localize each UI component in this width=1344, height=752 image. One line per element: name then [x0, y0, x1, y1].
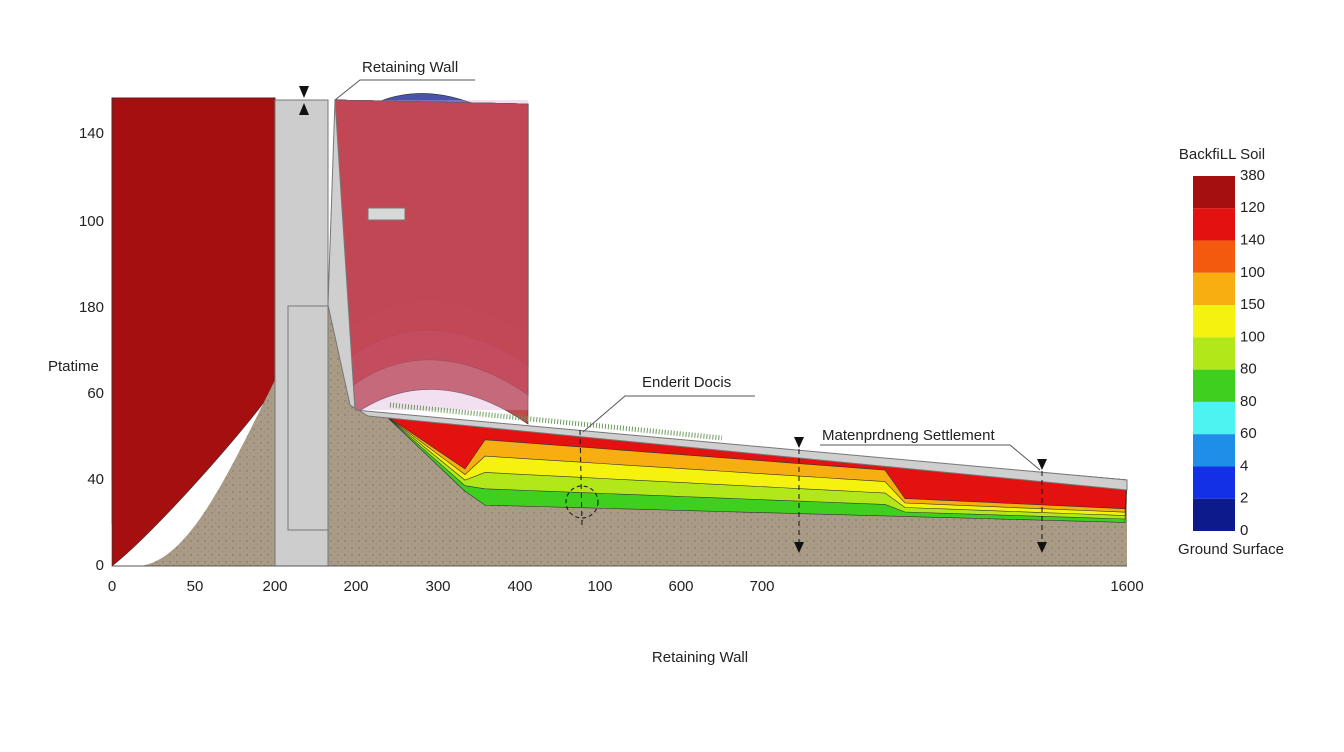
colorbar-label: 2: [1240, 490, 1248, 507]
x-tick-label: 300: [425, 578, 450, 595]
x-tick-label: 200: [343, 578, 368, 595]
arrow: [299, 86, 309, 98]
colorbar-label: 80: [1240, 393, 1257, 410]
colorbar-label: 140: [1240, 232, 1265, 249]
block: [367, 207, 406, 221]
leader: [582, 395, 755, 433]
annotation: Enderit Docis: [642, 374, 731, 391]
leader: [820, 444, 1041, 471]
colorbar-label: 4: [1240, 457, 1248, 474]
colorbar-label: 380: [1240, 167, 1265, 184]
settlement-line: [579, 429, 583, 526]
colorbar-swatch: [1193, 176, 1235, 209]
arrow: [299, 103, 309, 115]
colorbar-label: 150: [1240, 296, 1265, 313]
colorbar-swatch: [1193, 305, 1235, 338]
x-tick-label: 50: [187, 578, 204, 595]
colorbar-swatch: [1193, 369, 1235, 402]
colorbar-label: 0: [1240, 522, 1248, 539]
colorbar-swatch: [1193, 208, 1235, 241]
x-tick-label: 200: [262, 578, 287, 595]
y-tick-label: 0: [96, 557, 104, 574]
wall: [274, 99, 329, 567]
colorbar-footer: Ground Surface: [1178, 541, 1284, 558]
y-tick-label: 180: [79, 299, 104, 316]
y-tick-label: 60: [87, 385, 104, 402]
colorbar-swatch: [1193, 434, 1235, 467]
arrow: [794, 542, 804, 553]
ground-left: [112, 380, 275, 566]
arrow: [794, 437, 804, 448]
contour-band: [384, 414, 1128, 510]
colorbar-label: 60: [1240, 425, 1257, 442]
arrow: [1037, 459, 1047, 470]
arrow: [1037, 542, 1047, 553]
colorbar-swatch: [1193, 240, 1235, 273]
x-tick-label: 100: [587, 578, 612, 595]
x-tick-label: 700: [749, 578, 774, 595]
leader: [334, 79, 475, 101]
x-tick-label: 400: [507, 578, 532, 595]
colorbar-label: 100: [1240, 264, 1265, 281]
y-axis-label: Ptatime: [48, 358, 99, 375]
colorbar-label: 120: [1240, 199, 1265, 216]
backfill-wedge: [384, 414, 1128, 523]
colorbar-label: 100: [1240, 328, 1265, 345]
x-tick-label: 1600: [1110, 578, 1143, 595]
y-tick-label: 100: [79, 213, 104, 230]
annotation: Matenprdneng Settlement: [822, 427, 995, 444]
colorbar-swatch: [1193, 401, 1235, 435]
colorbar-swatch: [1193, 498, 1235, 531]
x-axis-label: Retaining Wall: [652, 649, 748, 666]
marker: [565, 485, 599, 519]
colorbar-title: BackfiLL Soil: [1179, 146, 1265, 163]
x-tick-label: 0: [108, 578, 116, 595]
y-tick-label: 140: [79, 125, 104, 142]
colorbar: 380 120 140 100 150 100 80 80 60 4 2 0: [1193, 167, 1265, 539]
contour-bands: [111, 93, 529, 567]
y-tick-label: 40: [87, 471, 104, 488]
colorbar-swatch: [1193, 466, 1235, 499]
colorbar-swatch: [1193, 272, 1235, 306]
wall-inner: [287, 305, 329, 531]
colorbar-label: 80: [1240, 361, 1257, 378]
overlay: [335, 100, 528, 410]
annotation: Retaining Wall: [362, 59, 458, 76]
slab: [327, 99, 1128, 491]
colorbar-swatch: [1193, 337, 1235, 370]
x-tick-label: 600: [668, 578, 693, 595]
